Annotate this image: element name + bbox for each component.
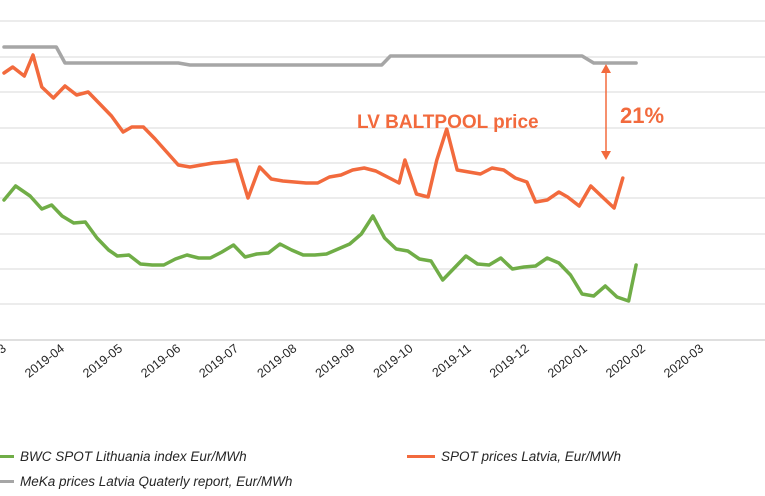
legend-label-bwc: BWC SPOT Lithuania index Eur/MWh <box>20 449 247 464</box>
legend: BWC SPOT Lithuania index Eur/MWh SPOT pr… <box>0 445 765 496</box>
x-tick-label: 2019-11 <box>430 341 474 380</box>
series-line-bwc <box>2 184 638 303</box>
annotations: LV BALTPOOL price 21% <box>357 64 664 160</box>
annotation-percent: 21% <box>620 103 664 128</box>
x-tick-label: 2020-02 <box>603 341 648 380</box>
legend-item-spot-latvia: SPOT prices Latvia, Eur/MWh <box>407 449 621 464</box>
x-axis-ticks: 2019-03 2019-04 2019-05 2019-06 2019-07 2019-… <box>0 341 706 380</box>
series-line-meka <box>2 45 638 67</box>
legend-item-bwc: BWC SPOT Lithuania index Eur/MWh <box>0 449 247 464</box>
legend-label-meka: MeKa prices Latvia Quaterly report, Eur/… <box>20 474 293 489</box>
x-tick-label: 2019-12 <box>487 341 532 380</box>
x-tick-label: 2019-03 <box>0 341 9 380</box>
x-tick-label: 2020-03 <box>661 341 706 380</box>
arrow-head-down <box>601 151 611 160</box>
series-layer <box>2 45 638 303</box>
x-tick-label: 2019-10 <box>371 341 416 380</box>
gridlines <box>0 20 765 341</box>
x-tick-label: 2019-05 <box>80 341 125 380</box>
arrow-head-up <box>601 64 611 73</box>
chart: LV BALTPOOL price 21% 2019-03 2019-04 2019-… <box>0 20 765 381</box>
legend-label-spot-latvia: SPOT prices Latvia, Eur/MWh <box>441 449 622 464</box>
x-tick-label: 2019-07 <box>196 341 241 380</box>
x-tick-label: 2020-01 <box>545 341 590 380</box>
series-line-spot-latvia <box>2 53 625 210</box>
annotation-lv-baltpool: LV BALTPOOL price <box>357 112 539 133</box>
x-tick-label: 2019-08 <box>255 341 300 380</box>
x-tick-label: 2019-09 <box>313 341 358 380</box>
legend-swatch-spot-latvia <box>407 455 435 458</box>
legend-swatch-meka <box>0 480 14 483</box>
x-tick-label: 2019-06 <box>138 341 183 380</box>
x-tick-label: 2019-04 <box>22 341 67 380</box>
legend-swatch-bwc <box>0 455 14 458</box>
legend-item-meka: MeKa prices Latvia Quaterly report, Eur/… <box>0 474 292 489</box>
